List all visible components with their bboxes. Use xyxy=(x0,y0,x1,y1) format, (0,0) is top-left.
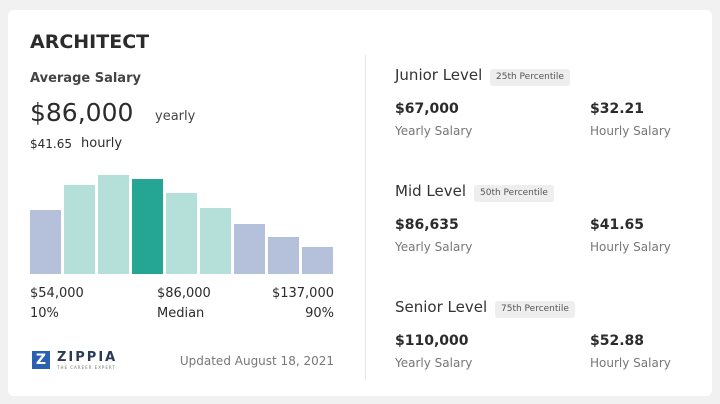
divider xyxy=(365,55,366,380)
yearly-label: Yearly Salary xyxy=(395,356,473,370)
yearly-unit: yearly xyxy=(155,109,196,124)
hourly-label: Hourly Salary xyxy=(590,240,671,254)
level-hourly: $32.21 xyxy=(590,101,645,117)
level-yearly: $86,635 xyxy=(395,217,459,233)
median-caption: Median xyxy=(157,306,205,321)
job-title: ARCHITECT xyxy=(30,31,150,53)
logo-icon: Z xyxy=(32,351,50,369)
percentile-badge: 50th Percentile xyxy=(474,185,554,202)
histogram-bar xyxy=(302,247,333,274)
high-amount: $137,000 xyxy=(271,286,334,301)
histogram-bar xyxy=(234,224,265,274)
percentile-badge: 25th Percentile xyxy=(490,69,570,86)
average-label: Average Salary xyxy=(30,71,141,86)
level-name: Junior Level xyxy=(395,66,483,84)
yearly-label: Yearly Salary xyxy=(395,124,473,138)
histogram-bar xyxy=(30,210,61,274)
updated-date: Updated August 18, 2021 xyxy=(179,354,334,368)
hourly-label: Hourly Salary xyxy=(590,124,671,138)
hourly-label: Hourly Salary xyxy=(590,356,671,370)
level-yearly: $110,000 xyxy=(395,333,469,349)
histogram-bar xyxy=(98,175,129,274)
logo-name: ZIPPIA xyxy=(57,350,118,365)
low-amount: $54,000 xyxy=(30,286,84,301)
level-hourly: $41.65 xyxy=(590,217,645,233)
high-caption: 90% xyxy=(305,306,334,321)
level-name: Senior Level xyxy=(395,298,488,316)
hourly-unit: hourly xyxy=(81,136,123,151)
median-amount: $86,000 xyxy=(157,286,211,301)
histogram-bar xyxy=(132,179,163,274)
histogram-bar xyxy=(268,237,299,274)
average-yearly: $86,000 xyxy=(30,98,134,127)
logo-tagline: THE CAREER EXPERT xyxy=(57,365,116,370)
level-name: Mid Level xyxy=(395,182,466,200)
low-caption: 10% xyxy=(30,306,59,321)
average-hourly: $41.65 xyxy=(30,137,72,151)
histogram-bar xyxy=(166,193,197,274)
level-yearly: $67,000 xyxy=(395,101,459,117)
histogram-bar xyxy=(200,208,231,274)
level-hourly: $52.88 xyxy=(590,333,645,349)
histogram-bar xyxy=(64,185,95,274)
percentile-badge: 75th Percentile xyxy=(495,301,575,318)
yearly-label: Yearly Salary xyxy=(395,240,473,254)
